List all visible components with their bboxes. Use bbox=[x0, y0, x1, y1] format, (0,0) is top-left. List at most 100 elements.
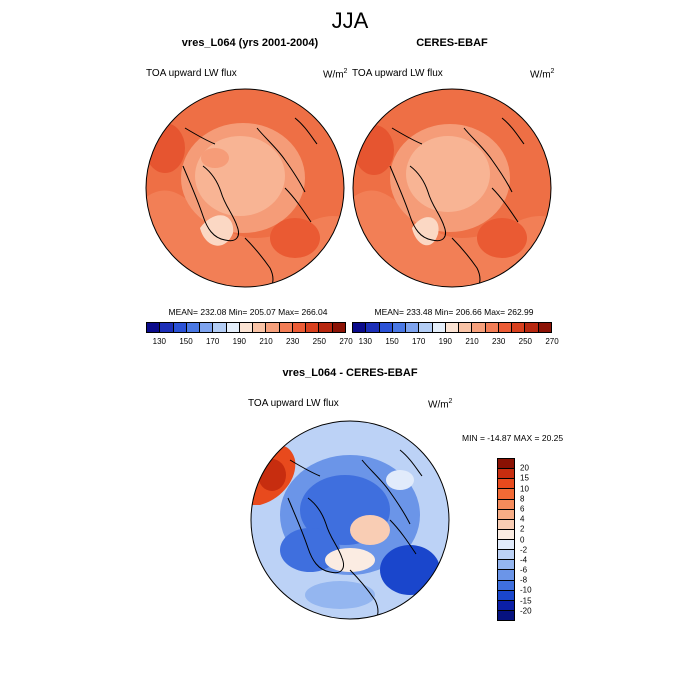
colorbar-tick-label: -4 bbox=[520, 555, 528, 565]
colorbar-swatch bbox=[498, 323, 513, 332]
colorbar-swatch bbox=[292, 323, 307, 332]
colorbar-swatch bbox=[226, 323, 240, 332]
colorbar-tick-label: 2 bbox=[520, 524, 525, 534]
panel-3-units: W/m2 bbox=[428, 398, 453, 411]
colorbar-tick-label: 190 bbox=[438, 337, 453, 346]
colorbar-tick-label: -15 bbox=[520, 596, 532, 606]
colorbar-tick-label: 130 bbox=[358, 337, 373, 346]
colorbar-swatch bbox=[498, 610, 514, 620]
colorbar-tick-label: 15 bbox=[520, 473, 529, 483]
panel-3-variable-label: TOA upward LW flux bbox=[248, 398, 339, 409]
figure-title: JJA bbox=[331, 8, 369, 33]
colorbar-tick-label: 8 bbox=[520, 494, 525, 504]
colorbar-tick-label: 4 bbox=[520, 514, 525, 524]
colorbar-swatch bbox=[498, 519, 514, 530]
colorbar-tick-label: 150 bbox=[385, 337, 399, 346]
colorbar-swatch bbox=[498, 459, 514, 470]
colorbar-tick-label: -8 bbox=[520, 575, 528, 585]
colorbar-tick-label: 210 bbox=[465, 337, 479, 346]
colorbar-swatch bbox=[432, 323, 446, 332]
colorbar-swatch bbox=[498, 570, 514, 581]
colorbar-swatch bbox=[319, 323, 333, 332]
colorbar-swatch bbox=[525, 323, 539, 332]
colorbar-swatch bbox=[459, 323, 473, 332]
colorbar-tick-label: -2 bbox=[520, 545, 528, 555]
colorbar-swatch bbox=[200, 323, 214, 332]
colorbar-tick-label: 250 bbox=[518, 337, 533, 346]
panel-3-polar-map bbox=[250, 420, 450, 620]
colorbar-swatch bbox=[498, 580, 514, 591]
colorbar-swatch bbox=[498, 600, 514, 611]
panel-1-colorbar-ticks: 130 150 170 190 210 230 250 270 bbox=[146, 337, 353, 347]
colorbar-tick-label: -6 bbox=[520, 565, 528, 575]
panel-1-colorbar-swatches bbox=[146, 322, 346, 333]
colorbar-swatch bbox=[353, 323, 367, 332]
colorbar-swatch bbox=[498, 509, 514, 520]
panel-2-units: W/m2 bbox=[530, 68, 555, 81]
colorbar-swatch bbox=[498, 590, 514, 601]
panel-3-colorbar bbox=[497, 458, 515, 621]
colorbar-swatch bbox=[498, 469, 514, 480]
panel-2-colorbar bbox=[352, 322, 552, 333]
colorbar-tick-label: -20 bbox=[520, 606, 532, 616]
panel-2-stats: MEAN= 233.48 Min= 206.66 Max= 262.99 bbox=[374, 307, 534, 317]
colorbar-swatch bbox=[332, 323, 345, 332]
colorbar-swatch bbox=[498, 540, 514, 551]
colorbar-swatch bbox=[147, 323, 161, 332]
panel-1-polar-map bbox=[145, 88, 345, 288]
panel-2-colorbar-swatches bbox=[352, 322, 552, 333]
colorbar-swatch bbox=[512, 323, 526, 332]
colorbar-swatch bbox=[498, 560, 514, 571]
colorbar-tick-label: 20 bbox=[520, 463, 529, 473]
colorbar-swatch bbox=[538, 323, 551, 332]
colorbar-swatch bbox=[419, 323, 433, 332]
colorbar-swatch bbox=[472, 323, 486, 332]
colorbar-swatch bbox=[485, 323, 499, 332]
panel-3-title: vres_L064 - CERES-EBAF bbox=[282, 367, 418, 379]
colorbar-tick-label: 170 bbox=[205, 337, 220, 346]
panel-2-colorbar-ticks: 130 150 170 190 210 230 250 270 bbox=[352, 337, 559, 347]
colorbar-swatch bbox=[279, 323, 293, 332]
colorbar-swatch bbox=[498, 550, 514, 561]
colorbar-tick-label: -10 bbox=[520, 585, 532, 595]
panel-2-variable-label: TOA upward LW flux bbox=[352, 68, 443, 79]
colorbar-swatch bbox=[160, 323, 174, 332]
panel-3-stats: MIN = -14.87 MAX = 20.25 bbox=[462, 433, 564, 443]
colorbar-tick-label: 6 bbox=[520, 504, 525, 514]
colorbar-swatch bbox=[392, 323, 407, 332]
colorbar-swatch bbox=[379, 323, 393, 332]
colorbar-tick-label: 230 bbox=[285, 337, 300, 346]
colorbar-swatch bbox=[445, 323, 460, 332]
panel-1-units: W/m2 bbox=[323, 68, 348, 81]
panel-2-polar-map bbox=[352, 88, 552, 288]
colorbar-swatch bbox=[213, 323, 227, 332]
colorbar-swatch bbox=[253, 323, 267, 332]
panel-1-stats: MEAN= 232.08 Min= 205.07 Max= 266.04 bbox=[168, 307, 328, 317]
panel-3-colorbar-ticks: 20 15 10 8 6 4 2 0 -2 -4 -6 -8 -10 -15 -20 bbox=[520, 458, 550, 621]
panel-1-colorbar bbox=[146, 322, 346, 333]
colorbar-tick-label: 270 bbox=[339, 337, 353, 346]
colorbar-swatch bbox=[266, 323, 280, 332]
colorbar-swatch bbox=[173, 323, 187, 332]
colorbar-swatch bbox=[366, 323, 380, 332]
colorbar-swatch bbox=[406, 323, 420, 332]
colorbar-swatch bbox=[239, 323, 254, 332]
colorbar-tick-label: 230 bbox=[491, 337, 506, 346]
panel-1-variable-label: TOA upward LW flux bbox=[146, 68, 237, 79]
colorbar-swatch bbox=[498, 499, 514, 510]
colorbar-swatch bbox=[498, 489, 514, 500]
colorbar-swatch bbox=[498, 479, 514, 490]
colorbar-tick-label: 190 bbox=[232, 337, 247, 346]
colorbar-tick-label: 250 bbox=[312, 337, 327, 346]
colorbar-tick-label: 210 bbox=[259, 337, 273, 346]
colorbar-tick-label: 150 bbox=[179, 337, 193, 346]
colorbar-tick-label: 130 bbox=[152, 337, 167, 346]
colorbar-tick-label: 270 bbox=[545, 337, 559, 346]
colorbar-tick-label: 10 bbox=[520, 484, 529, 494]
colorbar-swatch bbox=[306, 323, 320, 332]
panel-1-title: vres_L064 (yrs 2001-2004) bbox=[181, 37, 319, 49]
colorbar-swatch bbox=[186, 323, 201, 332]
panel-2-title: CERES-EBAF bbox=[416, 37, 488, 49]
colorbar-swatch bbox=[498, 529, 514, 540]
colorbar-tick-label: 170 bbox=[411, 337, 426, 346]
